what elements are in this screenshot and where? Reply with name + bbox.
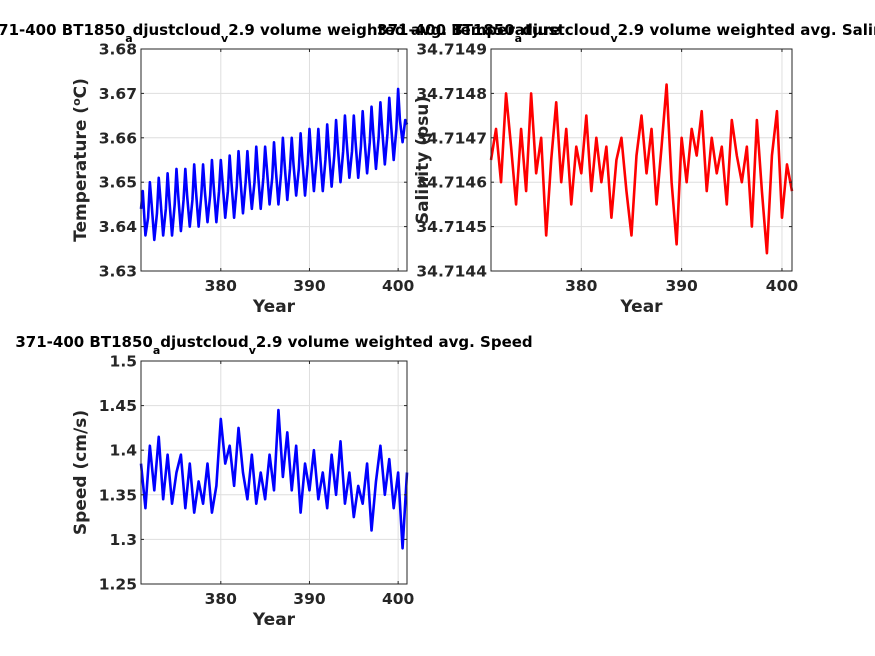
y-tick-label: 1.5 <box>110 353 137 371</box>
chart-panel-2: 380 390 40034.714434.714534.714634.714734.… <box>377 21 875 317</box>
y-tick-label: 3.65 <box>99 174 137 192</box>
series-line-1 <box>139 87 409 242</box>
axes-frame <box>490 48 793 272</box>
y-tick-label: 1.25 <box>99 576 137 594</box>
y-tick-label: 3.68 <box>99 41 137 59</box>
y-tick-label: 34.7147 <box>416 129 487 147</box>
y-axis-label: Temperature (oC) <box>70 78 92 242</box>
x-tick-label: 400 <box>766 277 799 295</box>
chart-title: 371-400 BT1850adjustcloudv2.9 volume wei… <box>15 333 532 357</box>
y-tick-label: 3.67 <box>99 85 137 103</box>
y-tick-label: 1.45 <box>99 397 137 415</box>
chart-title: 371-400 BT1850adjustcloudv2.9 volume wei… <box>0 21 560 45</box>
y-tick-label: 34.7148 <box>416 85 487 103</box>
x-axis-label: Year <box>252 610 296 630</box>
x-tick-label: 400 <box>382 277 415 295</box>
axes-frame <box>140 48 408 272</box>
y-tick-label: 1.35 <box>99 486 137 504</box>
x-tick-label: 400 <box>382 590 415 608</box>
series-line-1 <box>139 408 409 550</box>
y-axis-label: Salinity (psu) <box>413 96 433 224</box>
y-tick-label: 34.7149 <box>416 41 487 59</box>
x-tick-label: 380 <box>205 590 238 608</box>
y-tick-label: 1.3 <box>110 531 137 549</box>
chart-panel-3: 380 390 400 1.25 1.3 1.35 1.4 1.45 1.5 Year Speed … <box>15 333 532 630</box>
y-axis-label: Speed (cm/s) <box>71 410 91 535</box>
series-line-1 <box>489 83 794 255</box>
x-tick-label: 390 <box>665 277 698 295</box>
y-tick-label: 3.64 <box>99 218 137 236</box>
y-tick-label: 34.7146 <box>416 174 487 192</box>
chart-title: 371-400 BT1850adjustcloudv2.9 volume wei… <box>377 21 875 45</box>
chart-panel-1: 380 390 400 3.63 3.64 3.65 3.66 3.67 3.68 Year Tem… <box>0 21 560 317</box>
x-tick-label: 390 <box>293 590 326 608</box>
x-tick-label: 380 <box>205 277 238 295</box>
y-tick-label: 1.4 <box>110 442 138 460</box>
y-tick-label: 34.7145 <box>416 218 487 236</box>
x-tick-label: 380 <box>565 277 598 295</box>
x-axis-label: Year <box>252 297 296 317</box>
y-tick-label: 3.66 <box>99 129 137 147</box>
axes-frame <box>140 360 408 585</box>
x-tick-label: 390 <box>293 277 326 295</box>
x-axis-label: Year <box>619 297 663 317</box>
y-tick-label: 34.7144 <box>416 263 487 281</box>
y-tick-label: 3.63 <box>99 263 137 281</box>
